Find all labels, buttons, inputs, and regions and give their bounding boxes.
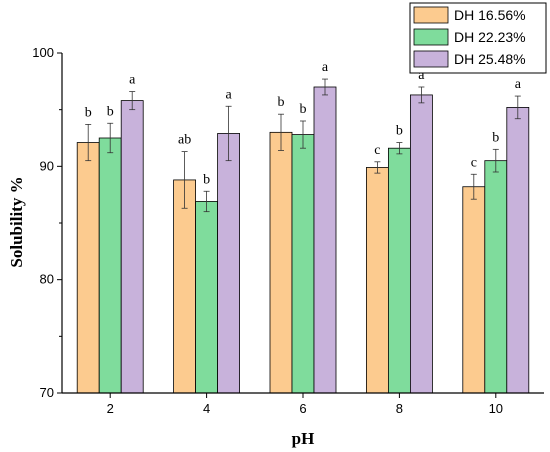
bar: [313, 86, 337, 394]
significance-label: b: [278, 95, 285, 110]
significance-label: a: [225, 87, 232, 102]
y-tick-label: 70: [40, 385, 54, 400]
bar: [76, 142, 100, 394]
significance-label: a: [322, 60, 329, 75]
y-axis-title: Solubility %: [7, 176, 26, 267]
significance-label: b: [396, 124, 403, 139]
x-axis-title: pH: [292, 429, 315, 448]
bar: [98, 137, 122, 394]
y-tick-label: 90: [40, 158, 54, 173]
legend-label: DH 16.56%: [454, 7, 526, 23]
bar: [173, 179, 197, 394]
axes-layer: 2 4 6 8 10 70 80 90 100: [32, 45, 544, 416]
legend-swatch: [413, 6, 449, 24]
significance-label: b: [107, 104, 114, 119]
legend: DH 16.56% DH 22.23% DH 25.48%: [409, 2, 547, 74]
legend-label: DH 25.48%: [454, 51, 526, 67]
significance-label: a: [418, 68, 425, 83]
bar: [195, 201, 219, 394]
x-tick-label: 8: [396, 401, 403, 416]
significance-label: b: [492, 130, 499, 145]
bar: [365, 167, 389, 394]
bar: [462, 186, 486, 394]
significance-label: b: [300, 102, 307, 117]
bar: [291, 134, 315, 394]
legend-swatch: [413, 50, 449, 68]
significance-label: ab: [178, 133, 191, 148]
bar: [409, 94, 433, 394]
legend-label: DH 22.23%: [454, 29, 526, 45]
significance-label: c: [374, 143, 380, 158]
bar: [120, 100, 144, 394]
error-bars-layer: [85, 78, 521, 213]
x-tick-label: 4: [203, 401, 210, 416]
bar: [506, 107, 530, 394]
bar: [387, 147, 411, 394]
y-tick-label: 100: [32, 45, 54, 60]
legend-swatch: [413, 28, 449, 46]
significance-label: a: [515, 77, 522, 92]
x-tick-label: 2: [107, 401, 114, 416]
y-tick-label: 80: [40, 272, 54, 287]
x-tick-label: 6: [299, 401, 306, 416]
bar: [269, 131, 293, 394]
significance-label: a: [129, 73, 136, 88]
significance-label: b: [203, 172, 210, 187]
significance-label: c: [471, 155, 477, 170]
bars-layer: [76, 86, 530, 394]
bar: [484, 160, 508, 394]
significance-label: b: [85, 105, 92, 120]
bar: [217, 133, 241, 394]
x-tick-label: 10: [489, 401, 503, 416]
